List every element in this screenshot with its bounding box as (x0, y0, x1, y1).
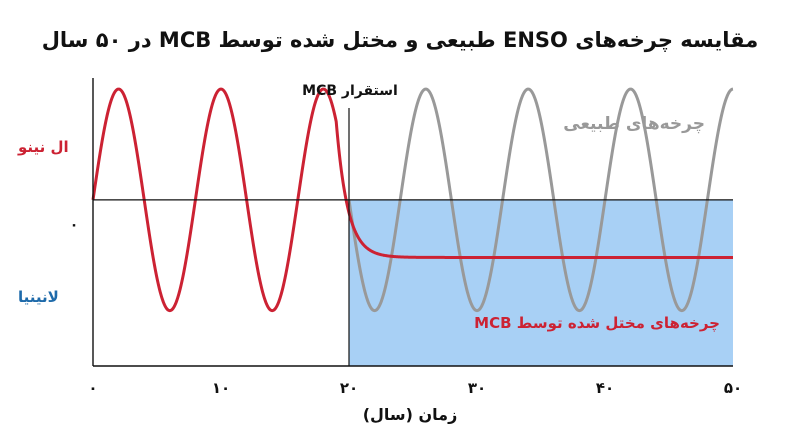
x-tick-label: ۲۰ (340, 379, 358, 397)
legend-mcb-label: چرخه‌های مختل شده توسط MCB (474, 314, 720, 333)
natural-cycle-line (347, 87, 734, 313)
y-zero-label: ۰ (70, 217, 79, 233)
series-layer (91, 87, 734, 313)
x-tick-label: ۴۰ (596, 379, 614, 397)
y-label-el-nino: ال نینو (17, 138, 69, 156)
event-label: استقرار MCB (302, 83, 398, 99)
x-tick-label: ۳۰ (468, 379, 486, 397)
y-label-la-nina: لانینیا (18, 288, 59, 306)
legend-natural-label: چرخه‌های طبیعی (563, 114, 705, 134)
mcb-shaded-region (349, 199, 733, 366)
axes-layer: ۰ ۱۰ ۲۰ ۳۰ ۴۰ ۵۰ (88, 78, 742, 397)
x-axis-label: زمان (سال) (363, 405, 458, 424)
x-tick-label: ۰ (88, 379, 97, 397)
chart-title: مقایسه چرخه‌های ENSO طبیعی و مختل شده تو… (42, 28, 759, 52)
x-tick-label: ۵۰ (724, 379, 742, 397)
x-tick-label: ۱۰ (212, 379, 230, 397)
mcb-disrupted-line (91, 87, 734, 313)
shaded-region-layer (349, 199, 733, 366)
